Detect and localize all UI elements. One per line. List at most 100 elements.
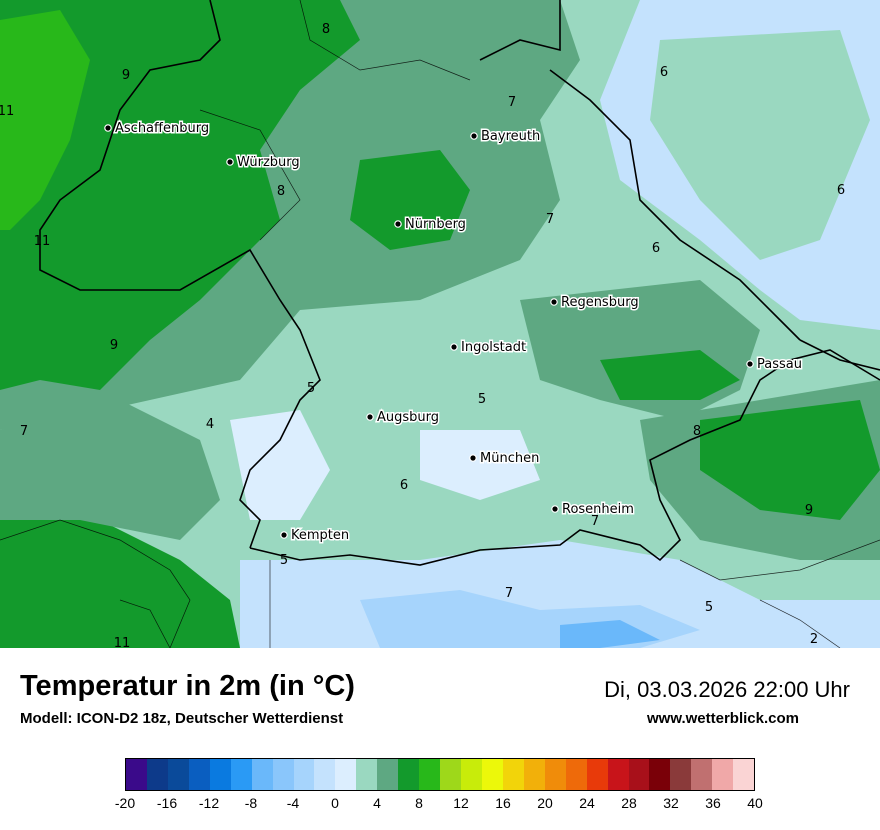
model-info: Modell: ICON-D2 18z, Deutscher Wetterdie…: [20, 710, 344, 727]
temperature-zone-cool-isar: [420, 430, 540, 500]
austria-czech-border: [799, 339, 880, 371]
isoline-value: 9: [805, 503, 813, 518]
color-scale-ticks: -20 -16 -12 -8 -4 0 4 8 12 16 20 24 28 32 36 40: [0, 795, 880, 815]
color-swatch: [691, 759, 713, 790]
city-dot: [469, 454, 477, 462]
temperature-zone-green-inn: [700, 400, 880, 520]
city-dot: [280, 531, 288, 539]
city-label: Kempten: [291, 528, 349, 543]
city-label: Rosenheim: [562, 502, 634, 517]
border-lines: [39, 0, 880, 566]
color-swatch: [377, 759, 399, 790]
district-line-north: [299, 0, 471, 81]
isoline-value: 5: [478, 392, 486, 407]
city-label: Passau: [757, 357, 802, 372]
color-swatch: [230, 759, 252, 790]
city-markers: Aschaffenburg Würzburg Bayreuth Nürnberg Reg…: [104, 120, 803, 545]
isoline-value: 7: [505, 586, 513, 601]
color-swatch: [146, 759, 168, 790]
scale-tick-label: -20: [114, 795, 136, 811]
color-swatch: [167, 759, 189, 790]
color-swatch: [607, 759, 629, 790]
isoline-value: 2: [810, 632, 818, 647]
temperature-zone-cool-lech: [230, 410, 330, 520]
district-line-upper-austria: [759, 599, 841, 648]
city-label: Würzburg: [237, 155, 300, 170]
isoline-value: 5: [705, 600, 713, 615]
isoline-value: 5: [280, 553, 288, 568]
scale-tick-label: 20: [537, 795, 553, 811]
scale-tick-label: 24: [579, 795, 595, 811]
color-swatch: [335, 759, 357, 790]
scale-tick-label: 32: [663, 795, 679, 811]
scale-tick-label: 8: [415, 795, 423, 811]
map-title: Temperatur in 2m (in °C): [20, 670, 355, 702]
temperature-zone-mid-southwest: [0, 400, 220, 540]
scale-tick-label: 16: [495, 795, 511, 811]
germany-austria-border: [249, 349, 880, 566]
color-swatch: [670, 759, 692, 790]
isoline-value: 8: [277, 184, 285, 199]
isoline-value: 8: [322, 22, 330, 37]
city-label: Augsburg: [377, 410, 439, 425]
color-swatch: [544, 759, 566, 790]
city-dot: [394, 220, 402, 228]
scale-tick-label: -8: [244, 795, 258, 811]
color-swatch: [419, 759, 441, 790]
color-swatch: [251, 759, 273, 790]
isoline-value: 11: [0, 104, 14, 119]
city-dot: [366, 413, 374, 421]
temperature-zone-mid-northeast: [650, 30, 870, 260]
scale-tick-label: 28: [621, 795, 637, 811]
city-dot: [550, 298, 558, 306]
color-swatch: [628, 759, 650, 790]
scale-tick-label: -12: [198, 795, 220, 811]
color-swatch: [586, 759, 608, 790]
isoline-value: 7: [20, 424, 28, 439]
color-swatch: [314, 759, 336, 790]
scale-tick-label: 0: [331, 795, 339, 811]
isoline-labels: 8 9 11 8 7 6 6 7 6 11 9 5 4 7 5 8 6 9 7 5 7 5 2 11: [0, 22, 845, 648]
isoline-value: 7: [546, 212, 554, 227]
temperature-zone-green-southwest: [0, 520, 240, 648]
city-label: Aschaffenburg: [115, 121, 209, 136]
website-link[interactable]: www.wetterblick.com: [647, 710, 799, 727]
scale-tick-label: -4: [286, 795, 300, 811]
isoline-value: 8: [693, 424, 701, 439]
city-dot: [746, 360, 754, 368]
color-swatch: [461, 759, 482, 790]
isoline-value: 7: [508, 95, 516, 110]
isoline-value: 9: [110, 338, 118, 353]
color-swatch: [440, 759, 461, 790]
city-label: Nürnberg: [405, 217, 466, 232]
bavaria-state-border: [39, 0, 321, 549]
district-line-oberfranken: [199, 109, 301, 241]
temperature-map: Aschaffenburg Würzburg Bayreuth Nürnberg Reg…: [0, 0, 880, 648]
color-swatch: [209, 759, 231, 790]
city-label: Regensburg: [561, 295, 639, 310]
scale-tick-label: 40: [747, 795, 763, 811]
color-swatch: [126, 759, 147, 790]
isoline-value: 7: [591, 514, 599, 529]
district-line-vorarlberg: [119, 599, 171, 648]
scale-tick-label: -16: [156, 795, 178, 811]
scale-tick-label: 12: [453, 795, 469, 811]
city-dot: [470, 132, 478, 140]
color-swatch: [188, 759, 210, 790]
isoline-value: 6: [660, 65, 668, 80]
city-dot: [551, 505, 559, 513]
temperature-zone-brightgreen: [0, 10, 90, 230]
scale-tick-label: 36: [705, 795, 721, 811]
scale-tick-label: 4: [373, 795, 381, 811]
germany-czech-border: [549, 69, 801, 341]
region-lines: [0, 0, 880, 648]
temperature-zone-cold-peaks: [560, 620, 660, 648]
isoline-value: 6: [837, 183, 845, 198]
map-footer: Temperatur in 2m (in °C) Modell: ICON-D2…: [0, 648, 880, 830]
color-swatch: [523, 759, 545, 790]
isoline-value: 6: [400, 478, 408, 493]
color-swatch: [398, 759, 420, 790]
color-swatch: [293, 759, 315, 790]
isoline-value: 4: [206, 417, 214, 432]
color-swatch: [481, 759, 503, 790]
